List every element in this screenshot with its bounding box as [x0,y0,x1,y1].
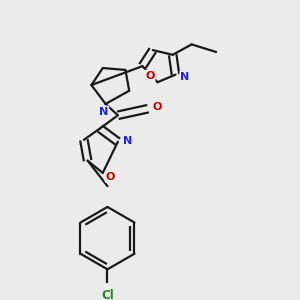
Text: Cl: Cl [101,289,114,300]
Text: O: O [153,102,162,112]
Text: N: N [99,106,108,116]
Text: O: O [106,172,115,182]
Text: N: N [123,136,132,146]
Text: N: N [180,71,190,82]
Text: O: O [145,70,155,81]
